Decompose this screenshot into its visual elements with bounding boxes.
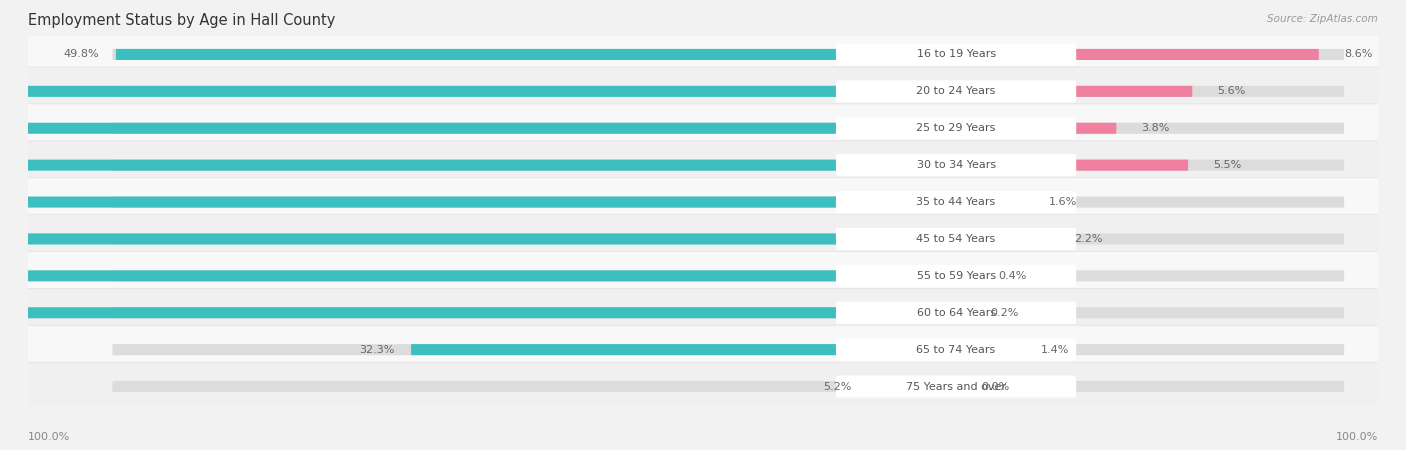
FancyBboxPatch shape [112,160,956,171]
FancyBboxPatch shape [22,288,1384,337]
Text: 16 to 19 Years: 16 to 19 Years [917,50,995,59]
FancyBboxPatch shape [869,381,956,392]
FancyBboxPatch shape [112,234,956,244]
FancyBboxPatch shape [0,160,956,171]
FancyBboxPatch shape [112,197,956,207]
Text: 45 to 54 Years: 45 to 54 Years [917,234,995,244]
FancyBboxPatch shape [837,80,1076,103]
Text: 20 to 24 Years: 20 to 24 Years [917,86,995,96]
FancyBboxPatch shape [956,49,1319,60]
FancyBboxPatch shape [956,49,1344,60]
Text: 75 Years and over: 75 Years and over [905,382,1007,392]
FancyBboxPatch shape [112,344,956,355]
FancyBboxPatch shape [112,381,956,392]
FancyBboxPatch shape [956,123,1116,134]
Text: 3.8%: 3.8% [1142,123,1170,133]
FancyBboxPatch shape [837,338,1076,361]
Text: 100.0%: 100.0% [28,432,70,442]
FancyBboxPatch shape [22,215,1384,263]
FancyBboxPatch shape [112,86,956,97]
FancyBboxPatch shape [956,86,1192,97]
Text: 32.3%: 32.3% [359,345,394,355]
FancyBboxPatch shape [837,191,1076,213]
FancyBboxPatch shape [112,123,956,134]
FancyBboxPatch shape [22,325,1384,374]
FancyBboxPatch shape [956,197,1344,207]
Text: 8.6%: 8.6% [1344,50,1372,59]
FancyBboxPatch shape [837,117,1076,140]
FancyBboxPatch shape [956,197,1024,207]
FancyBboxPatch shape [956,160,1188,171]
FancyBboxPatch shape [956,270,973,281]
FancyBboxPatch shape [115,49,956,60]
Text: 5.6%: 5.6% [1218,86,1246,96]
FancyBboxPatch shape [837,228,1076,250]
FancyBboxPatch shape [0,86,956,97]
FancyBboxPatch shape [837,43,1076,66]
Text: 35 to 44 Years: 35 to 44 Years [917,197,995,207]
FancyBboxPatch shape [0,234,956,244]
FancyBboxPatch shape [22,104,1384,153]
FancyBboxPatch shape [837,302,1076,324]
FancyBboxPatch shape [22,178,1384,226]
FancyBboxPatch shape [956,307,965,318]
FancyBboxPatch shape [837,265,1076,287]
FancyBboxPatch shape [0,123,956,134]
Text: 49.8%: 49.8% [63,50,98,59]
FancyBboxPatch shape [956,344,1015,355]
FancyBboxPatch shape [956,86,1344,97]
FancyBboxPatch shape [112,270,956,281]
FancyBboxPatch shape [22,67,1384,116]
FancyBboxPatch shape [112,49,956,60]
FancyBboxPatch shape [956,270,1344,281]
Text: 0.0%: 0.0% [981,382,1010,392]
FancyBboxPatch shape [837,375,1076,398]
Text: 5.2%: 5.2% [823,382,852,392]
FancyBboxPatch shape [956,234,1049,244]
FancyBboxPatch shape [22,30,1384,79]
FancyBboxPatch shape [956,160,1344,171]
FancyBboxPatch shape [956,344,1344,355]
FancyBboxPatch shape [956,381,1344,392]
FancyBboxPatch shape [0,197,956,207]
FancyBboxPatch shape [0,307,956,318]
FancyBboxPatch shape [956,123,1344,134]
Text: 0.2%: 0.2% [990,308,1018,318]
Text: 2.2%: 2.2% [1074,234,1102,244]
Text: 30 to 34 Years: 30 to 34 Years [917,160,995,170]
FancyBboxPatch shape [22,141,1384,189]
FancyBboxPatch shape [112,307,956,318]
FancyBboxPatch shape [411,344,956,355]
Text: 60 to 64 Years: 60 to 64 Years [917,308,995,318]
FancyBboxPatch shape [956,234,1344,244]
FancyBboxPatch shape [22,362,1384,411]
Text: 25 to 29 Years: 25 to 29 Years [917,123,995,133]
FancyBboxPatch shape [837,154,1076,176]
Text: 5.5%: 5.5% [1213,160,1241,170]
FancyBboxPatch shape [956,307,1344,318]
Text: 1.4%: 1.4% [1040,345,1069,355]
Text: Source: ZipAtlas.com: Source: ZipAtlas.com [1267,14,1378,23]
Text: 65 to 74 Years: 65 to 74 Years [917,345,995,355]
Text: Employment Status by Age in Hall County: Employment Status by Age in Hall County [28,14,336,28]
Text: 100.0%: 100.0% [1336,432,1378,442]
FancyBboxPatch shape [22,252,1384,300]
Text: 1.6%: 1.6% [1049,197,1077,207]
Text: 0.4%: 0.4% [998,271,1026,281]
Text: 55 to 59 Years: 55 to 59 Years [917,271,995,281]
FancyBboxPatch shape [0,270,956,281]
